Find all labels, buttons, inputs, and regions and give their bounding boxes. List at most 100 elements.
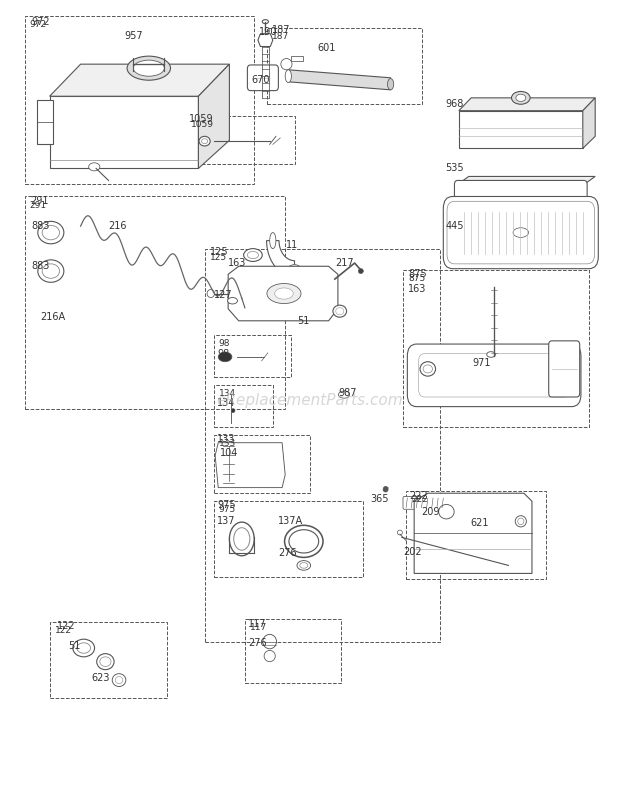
Ellipse shape <box>275 288 293 299</box>
Ellipse shape <box>333 306 347 318</box>
Ellipse shape <box>285 525 323 557</box>
Text: 202: 202 <box>403 547 422 557</box>
Text: 137A: 137A <box>278 516 303 526</box>
FancyBboxPatch shape <box>407 344 581 407</box>
FancyBboxPatch shape <box>247 65 278 91</box>
Text: 975: 975 <box>217 500 236 510</box>
Text: 957: 957 <box>124 31 143 41</box>
Polygon shape <box>583 98 595 148</box>
FancyBboxPatch shape <box>549 341 580 397</box>
Ellipse shape <box>289 529 319 553</box>
Ellipse shape <box>127 56 170 80</box>
Ellipse shape <box>73 639 95 657</box>
Text: 975: 975 <box>219 505 236 514</box>
Text: 217: 217 <box>335 258 353 268</box>
Text: 535: 535 <box>445 164 464 173</box>
Bar <box>205 249 440 642</box>
Text: eReplacementParts.com: eReplacementParts.com <box>216 394 404 408</box>
Ellipse shape <box>244 249 262 261</box>
Text: 117: 117 <box>250 623 267 632</box>
Ellipse shape <box>231 409 235 412</box>
Polygon shape <box>458 176 595 184</box>
Ellipse shape <box>77 643 91 653</box>
Ellipse shape <box>388 79 394 90</box>
Bar <box>214 501 363 577</box>
Text: 122: 122 <box>55 626 71 634</box>
Text: 883: 883 <box>31 221 50 231</box>
Text: 972: 972 <box>31 17 50 26</box>
Ellipse shape <box>242 309 247 314</box>
Text: 216: 216 <box>108 221 127 231</box>
Ellipse shape <box>487 351 495 358</box>
Ellipse shape <box>513 228 528 237</box>
Ellipse shape <box>112 674 126 687</box>
Ellipse shape <box>229 522 254 556</box>
Text: 125: 125 <box>210 253 227 261</box>
Bar <box>186 116 294 164</box>
Ellipse shape <box>300 563 308 568</box>
Text: 276: 276 <box>278 549 296 558</box>
Ellipse shape <box>383 486 388 492</box>
Bar <box>214 435 310 493</box>
Text: 601: 601 <box>317 43 336 53</box>
Ellipse shape <box>358 269 363 273</box>
Ellipse shape <box>207 290 215 298</box>
Ellipse shape <box>281 59 292 70</box>
Polygon shape <box>459 111 583 148</box>
Polygon shape <box>459 98 595 111</box>
Text: 1059: 1059 <box>189 114 214 124</box>
Text: 445: 445 <box>445 221 464 231</box>
Text: 968: 968 <box>445 99 464 109</box>
Ellipse shape <box>228 298 237 304</box>
Text: 133: 133 <box>217 435 236 444</box>
Bar <box>25 16 254 184</box>
Ellipse shape <box>38 260 64 282</box>
Text: 621: 621 <box>470 518 489 528</box>
Bar <box>406 491 546 579</box>
Ellipse shape <box>263 634 277 649</box>
Ellipse shape <box>516 95 526 102</box>
Text: 137: 137 <box>217 516 236 526</box>
Ellipse shape <box>423 365 432 373</box>
Ellipse shape <box>336 308 343 314</box>
Text: 209: 209 <box>422 507 440 516</box>
Text: 163: 163 <box>408 284 427 294</box>
Ellipse shape <box>264 650 275 662</box>
Ellipse shape <box>202 139 208 144</box>
Ellipse shape <box>288 265 301 273</box>
Text: 134: 134 <box>217 398 236 407</box>
Polygon shape <box>414 493 532 573</box>
Polygon shape <box>288 70 391 90</box>
Ellipse shape <box>262 20 268 23</box>
Text: 971: 971 <box>472 358 491 367</box>
Text: 104: 104 <box>220 448 239 458</box>
Polygon shape <box>228 266 338 321</box>
Text: 365: 365 <box>371 494 389 504</box>
Text: 122: 122 <box>57 621 76 630</box>
Bar <box>214 335 291 377</box>
Text: 883: 883 <box>31 261 50 271</box>
Ellipse shape <box>512 91 530 104</box>
Text: 187: 187 <box>272 32 289 41</box>
Text: 623: 623 <box>92 673 110 683</box>
Polygon shape <box>37 100 53 144</box>
Text: 163: 163 <box>228 258 247 268</box>
Ellipse shape <box>247 251 259 258</box>
Bar <box>25 196 285 409</box>
FancyBboxPatch shape <box>443 196 598 269</box>
Text: 98: 98 <box>219 339 231 348</box>
Ellipse shape <box>42 264 60 278</box>
Ellipse shape <box>97 654 114 670</box>
Ellipse shape <box>267 283 301 304</box>
Polygon shape <box>291 56 303 61</box>
Text: 875: 875 <box>408 274 425 283</box>
FancyBboxPatch shape <box>403 496 446 509</box>
Text: 51: 51 <box>298 316 310 326</box>
Ellipse shape <box>515 516 526 527</box>
Text: 291: 291 <box>30 196 48 205</box>
Bar <box>245 619 341 683</box>
Text: 875: 875 <box>408 269 427 279</box>
Text: 222: 222 <box>409 491 428 500</box>
Text: 670: 670 <box>251 75 270 85</box>
Polygon shape <box>50 64 229 96</box>
